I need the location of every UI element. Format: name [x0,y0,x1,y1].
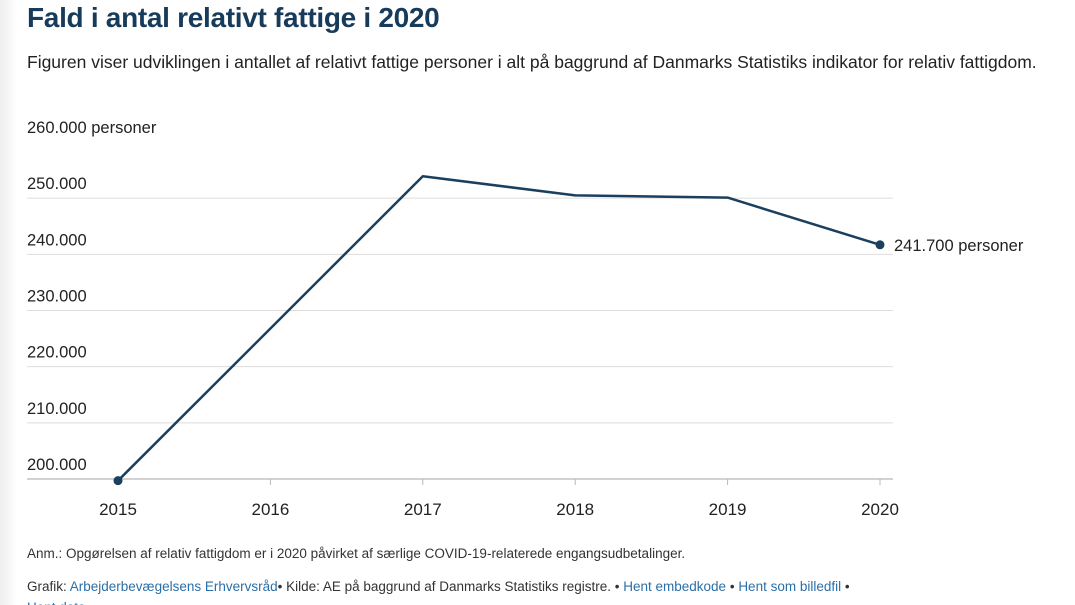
x-tick-label: 2016 [251,500,289,519]
download-data-link[interactable]: Hent data [27,597,1067,605]
x-tick-label: 2019 [709,500,747,519]
kilde-text: • Kilde: AE på baggrund af Danmarks Stat… [277,579,624,594]
series: 241.700 personer [113,175,1024,486]
y-tick-label: 240.000 [27,231,87,249]
y-tick-label: 210.000 [27,400,87,418]
separator: • [726,579,739,594]
data-point [113,476,123,486]
x-tick-label: 2015 [99,500,137,519]
grafik-source-link[interactable]: Arbejderbevægelsens Erhvervsråd [69,579,278,594]
x-tick-labels: 2015 2016 2017 2018 2019 2020 [99,500,899,519]
data-point [875,240,885,250]
grafik-label: Grafik: [27,579,70,594]
chart-subtitle: Figuren viser udviklingen i antallet af … [27,52,1037,72]
end-value-label: 241.700 personer [894,237,1024,255]
separator: • [841,579,850,594]
y-tick-label: 220.000 [27,344,87,362]
gridlines [27,197,893,485]
x-tick-label: 2020 [861,500,899,519]
download-image-link[interactable]: Hent som billedfil [738,579,842,594]
x-tick-label: 2017 [404,500,442,519]
y-tick-label: 230.000 [27,288,87,306]
embed-code-link[interactable]: Hent embedkode [623,579,727,594]
chart-note: Anm.: Opgørelsen af relativ fattigdom er… [27,546,686,561]
x-tick-label: 2018 [556,500,594,519]
y-tick-labels: 260.000 personer 250.000 240.000 230.000 220… [27,119,157,474]
chart-title: Fald i antal relativt fattige i 2020 [27,2,440,33]
chart-credits: Grafik: Arbejderbevægelsens Erhvervsråd•… [27,576,1067,605]
left-edge-shadow [0,0,18,605]
line-chart: 260.000 personer 250.000 240.000 230.000 220… [27,119,1024,519]
series-line [117,175,881,482]
y-tick-label: 260.000 personer [27,119,157,137]
y-tick-label: 200.000 [27,456,87,474]
y-tick-label: 250.000 [27,175,87,193]
